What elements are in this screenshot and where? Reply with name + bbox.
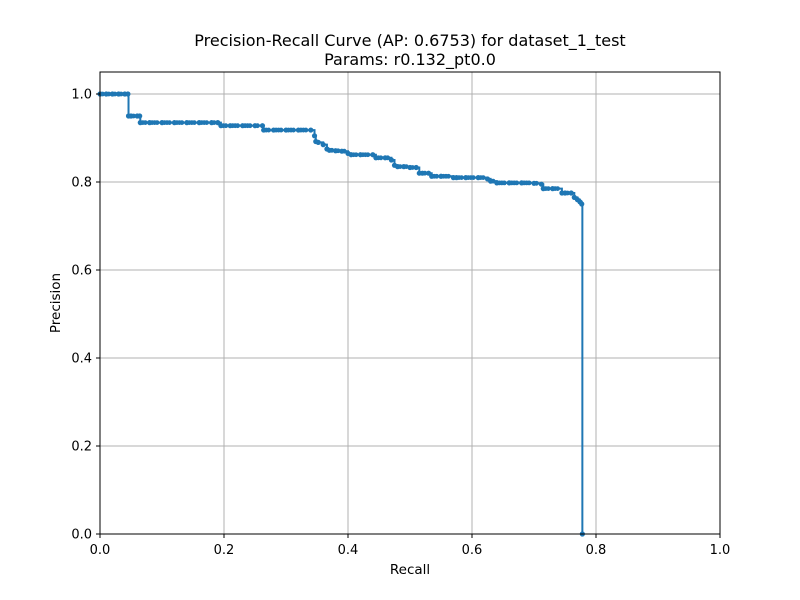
pr-curve-point	[291, 127, 296, 133]
pr-curve-point	[308, 127, 314, 133]
x-axis-ticks: 0.0 0.2 0.4 0.6 0.8 1.0	[90, 534, 731, 558]
x-tick-label: 0.6	[462, 543, 483, 558]
y-tick-label: 0.8	[71, 176, 92, 191]
pr-curve-point	[278, 127, 284, 133]
x-tick-label: 0.2	[214, 543, 235, 558]
pr-curve-point	[579, 201, 585, 207]
pr-curve-point	[385, 155, 391, 161]
pr-curve-point	[514, 180, 520, 186]
x-tick-label: 0.4	[338, 543, 359, 558]
pr-curve-point	[538, 181, 545, 187]
pr-curve-point	[526, 180, 532, 186]
pr-curve-point	[470, 175, 476, 181]
y-axis-ticks: 0.0 0.2 0.4 0.6 0.8 1.0	[71, 88, 100, 543]
pr-curve-point	[142, 120, 148, 125]
x-axis-label: Recall	[390, 562, 430, 578]
chart-subtitle: Params: r0.132_pt0.0	[324, 50, 496, 70]
pr-curve-point	[413, 164, 419, 171]
pr-curve-point	[179, 120, 185, 125]
pr-curve-point	[211, 120, 217, 125]
y-tick-label: 0.6	[71, 264, 92, 279]
y-tick-label: 0.2	[71, 440, 92, 455]
pr-curve-point	[112, 91, 118, 97]
pr-curve-point	[255, 123, 260, 129]
pr-curve-point	[353, 152, 359, 158]
pr-curve-point	[247, 123, 253, 129]
pr-curve-point	[154, 120, 160, 125]
pr-curve-point	[459, 175, 464, 181]
pr-curve-point	[397, 164, 403, 170]
pr-curve-point	[223, 123, 229, 129]
pr-curve-point	[303, 127, 309, 133]
pr-curve-point	[329, 147, 335, 153]
pr-curve-point	[311, 133, 318, 139]
pr-curve-point	[388, 157, 394, 163]
x-tick-label: 0.8	[586, 543, 607, 558]
pr-curve-point	[167, 120, 172, 125]
y-tick-label: 0.4	[71, 352, 92, 367]
pr-curve-point	[259, 123, 266, 129]
pr-curve-point	[266, 127, 272, 133]
pr-curve-point	[100, 91, 105, 97]
pr-curve-point	[446, 173, 451, 179]
chart-title: Precision-Recall Curve (AP: 0.6753) for …	[194, 31, 625, 51]
pr-curve-point	[545, 186, 551, 192]
pr-curve-point	[137, 113, 143, 119]
pr-curve-point	[480, 175, 486, 181]
pr-curve-point	[422, 170, 428, 176]
pr-curve-point	[125, 91, 131, 97]
pr-curve-point	[131, 113, 136, 119]
y-tick-label: 0.0	[71, 528, 92, 543]
pr-curve-point	[568, 190, 574, 196]
pr-curve-point	[501, 180, 507, 186]
pr-curve-point	[106, 91, 112, 97]
pr-curve-point	[191, 120, 197, 125]
pr-curve-point	[335, 148, 341, 154]
pr-curve-point	[315, 139, 321, 145]
pr-curve-point	[565, 190, 570, 196]
x-tick-label: 0.0	[90, 543, 111, 558]
pr-curve-point	[341, 148, 347, 154]
pr-curve-point	[365, 152, 371, 158]
pr-curve-point	[204, 120, 210, 125]
pr-curve-point	[410, 165, 415, 170]
x-tick-label: 1.0	[710, 543, 731, 558]
pr-curve-point	[118, 91, 124, 97]
y-tick-label: 1.0	[71, 88, 92, 103]
pr-curve-point	[555, 186, 560, 192]
y-axis-label: Precision	[48, 273, 64, 333]
pr-curve-point	[534, 180, 539, 186]
pr-curve-point	[235, 123, 241, 129]
pr-curve-point	[320, 142, 326, 148]
series-layer	[97, 91, 585, 537]
pr-curve-point	[378, 155, 384, 161]
plot-frame	[99, 71, 721, 535]
pr-curve-point	[434, 173, 440, 179]
